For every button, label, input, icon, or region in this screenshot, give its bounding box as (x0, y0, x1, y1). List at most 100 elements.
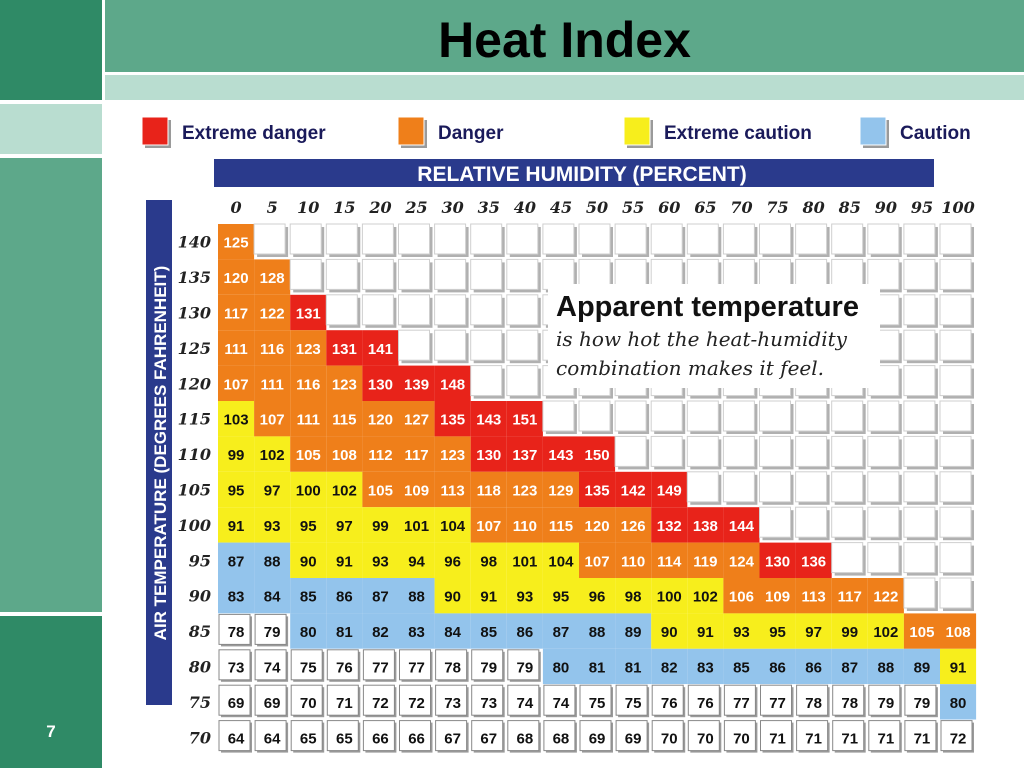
heat-index-value: 81 (336, 624, 353, 641)
heat-index-value: 114 (657, 553, 682, 570)
humidity-tick-label: 5 (267, 198, 278, 217)
heat-index-value: 102 (693, 589, 718, 606)
heat-index-cell (254, 365, 291, 401)
temperature-tick-label: 135 (178, 268, 211, 287)
heat-index-cell (362, 613, 399, 649)
heat-index-value: 95 (228, 483, 245, 500)
heat-index-cell (651, 542, 688, 578)
page-title: Heat Index (438, 12, 691, 68)
humidity-tick-label: 65 (694, 198, 716, 217)
heat-index-value: 104 (548, 553, 574, 570)
heat-index-cell (867, 648, 904, 685)
heat-index-cell (542, 648, 579, 685)
heat-index-value: 101 (512, 553, 537, 570)
temperature-tick-label: 115 (178, 410, 211, 429)
heat-index-value: 100 (296, 483, 321, 500)
heat-index-value: 99 (228, 447, 245, 464)
empty-cell (759, 471, 791, 503)
humidity-tick-label: 70 (730, 198, 752, 217)
heat-index-value: 73 (444, 695, 461, 712)
heat-index-cell (218, 578, 255, 614)
heat-index-cell (254, 436, 291, 472)
heat-index-cell (398, 542, 435, 578)
heat-index-cell (867, 613, 904, 649)
heat-index-cell (470, 507, 507, 543)
heat-index-value: 68 (517, 730, 534, 747)
heat-index-value: 117 (838, 589, 862, 606)
heat-index-value: 73 (228, 660, 245, 677)
heat-index-cell (759, 613, 796, 649)
cell-box (326, 649, 359, 681)
heat-index-cell (470, 613, 507, 649)
empty-cell (903, 577, 936, 609)
heat-index-value: 111 (297, 412, 320, 429)
heat-index-cell (651, 471, 688, 508)
cell-box (362, 649, 395, 681)
heat-index-value: 118 (477, 483, 501, 500)
heat-index-value: 72 (950, 730, 967, 747)
heat-index-cell (290, 294, 327, 331)
heat-index-value: 91 (480, 589, 497, 606)
heat-index-cell (362, 401, 399, 437)
heat-index-value: 108 (332, 447, 357, 464)
heat-index-cell (615, 471, 652, 508)
cell-box (687, 684, 720, 716)
temperature-tick-label: 70 (189, 728, 211, 747)
empty-cell (867, 435, 900, 467)
temperature-tick-label: 95 (189, 551, 211, 570)
heat-index-value: 123 (296, 341, 321, 358)
heat-index-cell (434, 401, 471, 437)
heat-index-cell (470, 436, 507, 472)
heat-index-value: 84 (444, 624, 461, 641)
heat-index-value: 71 (336, 695, 353, 712)
heat-index-value: 93 (733, 624, 750, 641)
temperature-tick-label: 120 (178, 374, 211, 393)
heat-index-cell (326, 578, 363, 614)
heat-index-cell (218, 436, 255, 472)
cell-box (218, 720, 251, 752)
humidity-tick-label: 75 (766, 198, 788, 217)
heat-index-cell (831, 648, 868, 685)
heat-index-value: 83 (697, 660, 714, 677)
empty-cell (795, 471, 828, 503)
heat-index-cell (470, 542, 507, 578)
heat-index-cell (362, 365, 399, 401)
heat-index-value: 102 (332, 483, 357, 500)
empty-cell (506, 294, 539, 326)
empty-cell (398, 223, 430, 255)
heat-index-cell (326, 613, 363, 649)
heat-index-value: 76 (697, 695, 714, 712)
heat-index-cell (290, 330, 327, 366)
cell-box (507, 649, 540, 681)
heat-index-value: 76 (661, 695, 678, 712)
heat-index-value: 125 (224, 235, 249, 252)
empty-cell (542, 223, 575, 255)
legend-swatch-4 (859, 116, 887, 146)
heat-index-cell (506, 507, 543, 543)
cell-box (399, 720, 431, 752)
heat-index-value: 93 (264, 518, 281, 535)
heat-index-value: 120 (585, 518, 610, 535)
empty-cell (686, 400, 719, 432)
heat-index-value: 78 (444, 660, 461, 677)
empty-cell (939, 471, 972, 503)
cell-box (832, 684, 865, 716)
title-subbar (105, 75, 1024, 100)
cell-box (435, 684, 468, 716)
heat-index-cell (470, 401, 507, 437)
empty-cell (614, 223, 647, 255)
heat-index-cell (506, 436, 543, 472)
temperature-tick-label: 130 (178, 304, 211, 323)
heat-index-cell (542, 471, 579, 508)
heat-index-value: 113 (802, 589, 826, 606)
heat-index-value: 135 (440, 412, 465, 429)
heat-index-value: 86 (517, 624, 534, 641)
heat-index-value: 96 (444, 553, 461, 570)
heat-index-cell (651, 648, 688, 685)
empty-cell (325, 294, 358, 326)
empty-cell (759, 506, 791, 538)
annotation-line-1: is how hot the heat-humidity (556, 327, 848, 351)
heat-index-cell (506, 471, 543, 508)
heat-index-value: 82 (372, 624, 389, 641)
heat-index-cell (506, 578, 543, 614)
